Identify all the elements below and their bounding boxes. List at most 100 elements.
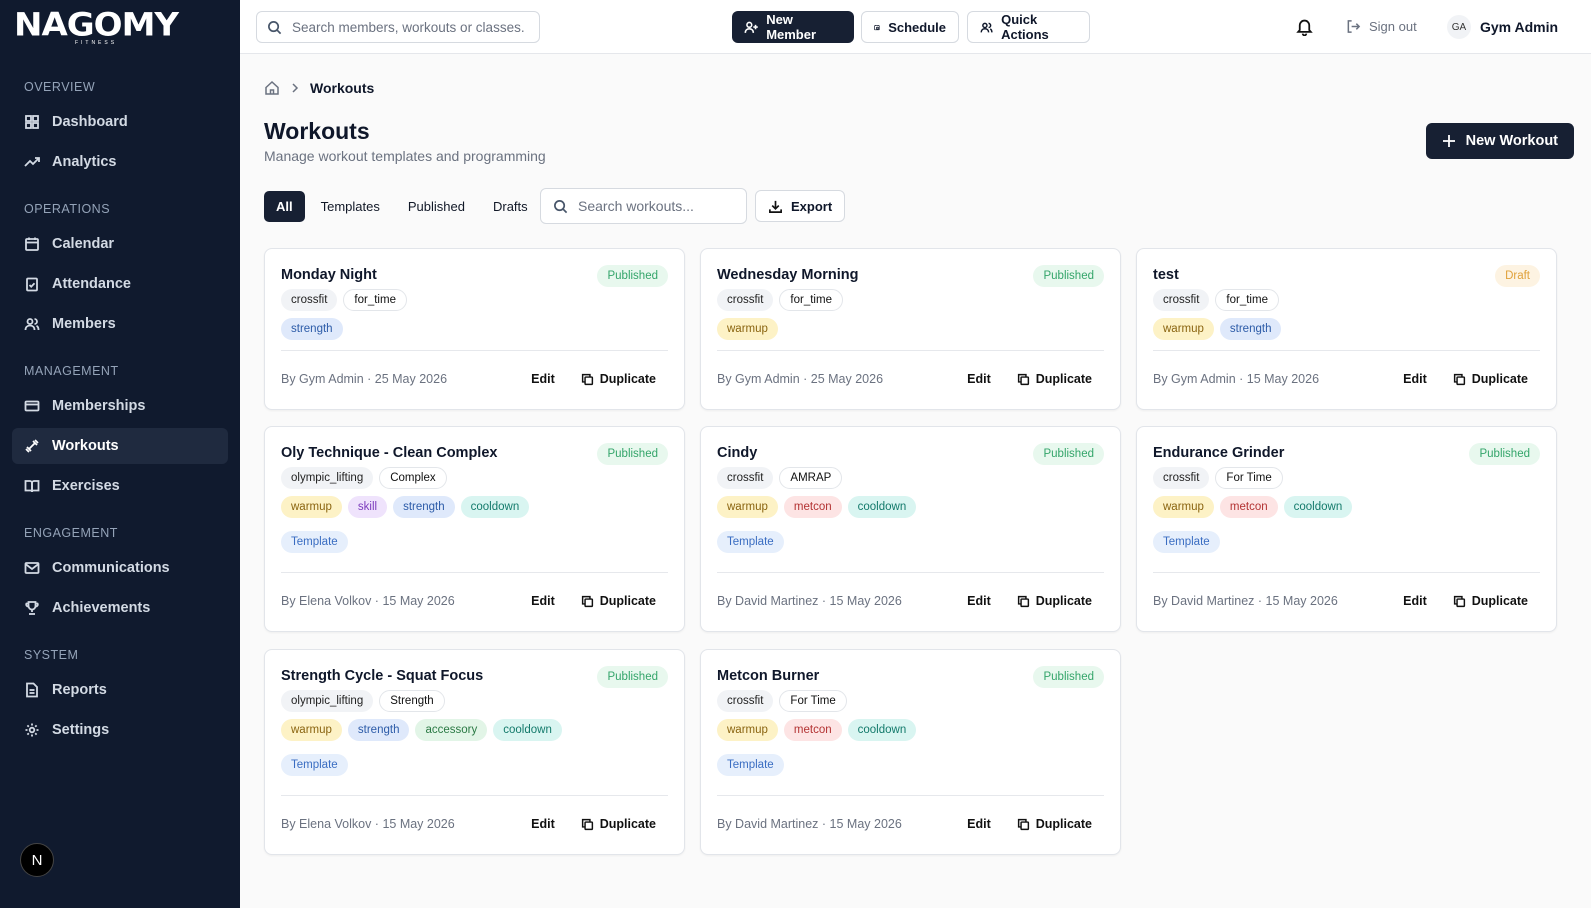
brand-logo[interactable]: NAGOMY FITNESS — [0, 0, 240, 54]
edit-button[interactable]: Edit — [531, 372, 555, 386]
duplicate-button[interactable]: Duplicate — [581, 372, 656, 386]
sidebar-item-label: Communications — [52, 560, 170, 576]
sidebar-item-exercises[interactable]: Exercises — [12, 468, 228, 504]
new-workout-button[interactable]: New Workout — [1425, 123, 1574, 159]
bell-icon[interactable] — [1295, 17, 1314, 41]
workout-tag: for_time — [343, 289, 407, 311]
tab-all[interactable]: All — [264, 191, 305, 222]
edit-button[interactable]: Edit — [1403, 372, 1427, 386]
workout-card[interactable]: Monday Night Published crossfit for_time str… — [264, 248, 685, 410]
edit-button[interactable]: Edit — [967, 594, 991, 608]
author-date: By Gym Admin · 25 May 2026 — [281, 372, 448, 386]
edit-button[interactable]: Edit — [531, 817, 555, 831]
workout-card[interactable]: Metcon Burner Published crossfit For Time wa… — [700, 649, 1121, 855]
workout-card[interactable]: Endurance Grinder Published crossfit For Ti… — [1136, 426, 1557, 632]
duplicate-button[interactable]: Duplicate — [1017, 817, 1092, 831]
workout-tag: for_time — [1215, 289, 1279, 311]
sidebar-item-members[interactable]: Members — [12, 306, 228, 342]
export-button[interactable]: Export — [755, 190, 846, 222]
page-subtitle: Manage workout templates and programming — [264, 148, 546, 164]
workout-search-input[interactable]: Search workouts... — [540, 188, 747, 224]
status-badge: Published — [597, 666, 668, 688]
sidebar-item-workouts[interactable]: Workouts — [12, 428, 228, 464]
card-divider — [281, 350, 668, 351]
home-icon[interactable] — [264, 80, 280, 96]
sidebar-item-label: Attendance — [52, 276, 131, 292]
logo-wordmark: NAGOMY — [14, 6, 179, 45]
workout-card[interactable]: test Draft crossfit for_time warmup strength … — [1136, 248, 1557, 410]
dev-badge[interactable]: N — [20, 843, 54, 877]
sidebar-item-label: Exercises — [52, 478, 120, 494]
workout-card[interactable]: Cindy Published crossfit AMRAP warmup metcon c… — [700, 426, 1121, 632]
schedule-label: Schedule — [888, 19, 946, 35]
sidebar-item-settings[interactable]: Settings — [12, 712, 228, 748]
edit-button[interactable]: Edit — [531, 594, 555, 608]
workout-card[interactable]: Wednesday Morning Published crossfit for_ti… — [700, 248, 1121, 410]
section-system: SYSTEM — [24, 648, 79, 662]
duplicate-button[interactable]: Duplicate — [581, 817, 656, 831]
edit-button[interactable]: Edit — [967, 817, 991, 831]
author-date: By David Martinez · 15 May 2026 — [717, 594, 902, 608]
sidebar-item-achievements[interactable]: Achievements — [12, 590, 228, 626]
search-placeholder: Search members, workouts or classes. — [292, 19, 525, 35]
duplicate-button[interactable]: Duplicate — [1017, 372, 1092, 386]
workout-card[interactable]: Oly Technique - Clean Complex Published ol… — [264, 426, 685, 632]
avatar: GA — [1447, 15, 1471, 39]
user-menu[interactable]: GA Gym Admin — [1447, 15, 1558, 39]
sidebar: NAGOMY FITNESS OVERVIEW Dashboard Analyt… — [0, 0, 240, 908]
sidebar-item-label: Analytics — [52, 154, 117, 170]
main-content: Workouts Workouts Manage workout templat… — [240, 54, 1591, 908]
export-label: Export — [791, 198, 833, 214]
tab-published[interactable]: Published — [407, 199, 465, 214]
quick-actions-button[interactable]: Quick Actions — [967, 11, 1090, 43]
sidebar-item-memberships[interactable]: Memberships — [12, 388, 228, 424]
template-badge: Template — [717, 531, 784, 553]
sidebar-item-dashboard[interactable]: Dashboard — [12, 104, 228, 140]
duplicate-button[interactable]: Duplicate — [1453, 594, 1528, 608]
status-badge: Published — [1033, 265, 1104, 287]
duplicate-label: Duplicate — [1471, 372, 1528, 386]
sidebar-item-label: Workouts — [52, 438, 119, 454]
global-search-input[interactable]: Search members, workouts or classes. — [256, 11, 540, 43]
duplicate-label: Duplicate — [599, 817, 656, 831]
template-badge: Template — [717, 754, 784, 776]
copy-icon — [581, 818, 593, 830]
sidebar-item-label: Calendar — [52, 236, 115, 252]
download-icon — [769, 200, 782, 213]
schedule-button[interactable]: Schedule — [861, 11, 959, 43]
search-icon — [554, 199, 568, 213]
copy-icon — [1017, 373, 1029, 385]
card-divider — [717, 795, 1104, 796]
sidebar-item-reports[interactable]: Reports — [12, 672, 228, 708]
sidebar-item-calendar[interactable]: Calendar — [12, 226, 228, 262]
sidebar-item-communications[interactable]: Communications — [12, 550, 228, 586]
section-tag: skill — [347, 496, 388, 518]
status-badge: Published — [1033, 666, 1104, 688]
duplicate-label: Duplicate — [599, 372, 656, 386]
clipboard-check-icon — [26, 277, 38, 292]
sign-out-button[interactable]: Sign out — [1346, 19, 1417, 34]
duplicate-label: Duplicate — [1035, 594, 1092, 608]
tab-templates[interactable]: Templates — [320, 199, 380, 214]
duplicate-button[interactable]: Duplicate — [1453, 372, 1528, 386]
new-member-button[interactable]: New Member — [732, 11, 854, 43]
workout-name: Oly Technique - Clean Complex — [281, 445, 498, 461]
workout-card[interactable]: Strength Cycle - Squat Focus Published oly… — [264, 649, 685, 855]
workout-tag: For Time — [1215, 467, 1283, 489]
edit-button[interactable]: Edit — [1403, 594, 1427, 608]
section-tag: cooldown — [1283, 496, 1353, 518]
workout-name: Cindy — [717, 445, 758, 461]
duplicate-button[interactable]: Duplicate — [1017, 594, 1092, 608]
card-footer: By Elena Volkov · 15 May 2026 Edit Dupli… — [281, 812, 668, 836]
status-badge: Published — [1033, 443, 1104, 465]
sidebar-item-analytics[interactable]: Analytics — [12, 144, 228, 180]
section-tag: cooldown — [847, 496, 917, 518]
sidebar-item-attendance[interactable]: Attendance — [12, 266, 228, 302]
tab-drafts[interactable]: Drafts — [492, 199, 528, 214]
duplicate-button[interactable]: Duplicate — [581, 594, 656, 608]
edit-button[interactable]: Edit — [967, 372, 991, 386]
copy-icon — [1453, 373, 1465, 385]
new-workout-label: New Workout — [1465, 133, 1558, 149]
calendar-clock-icon — [874, 24, 880, 30]
mail-icon — [24, 562, 40, 574]
